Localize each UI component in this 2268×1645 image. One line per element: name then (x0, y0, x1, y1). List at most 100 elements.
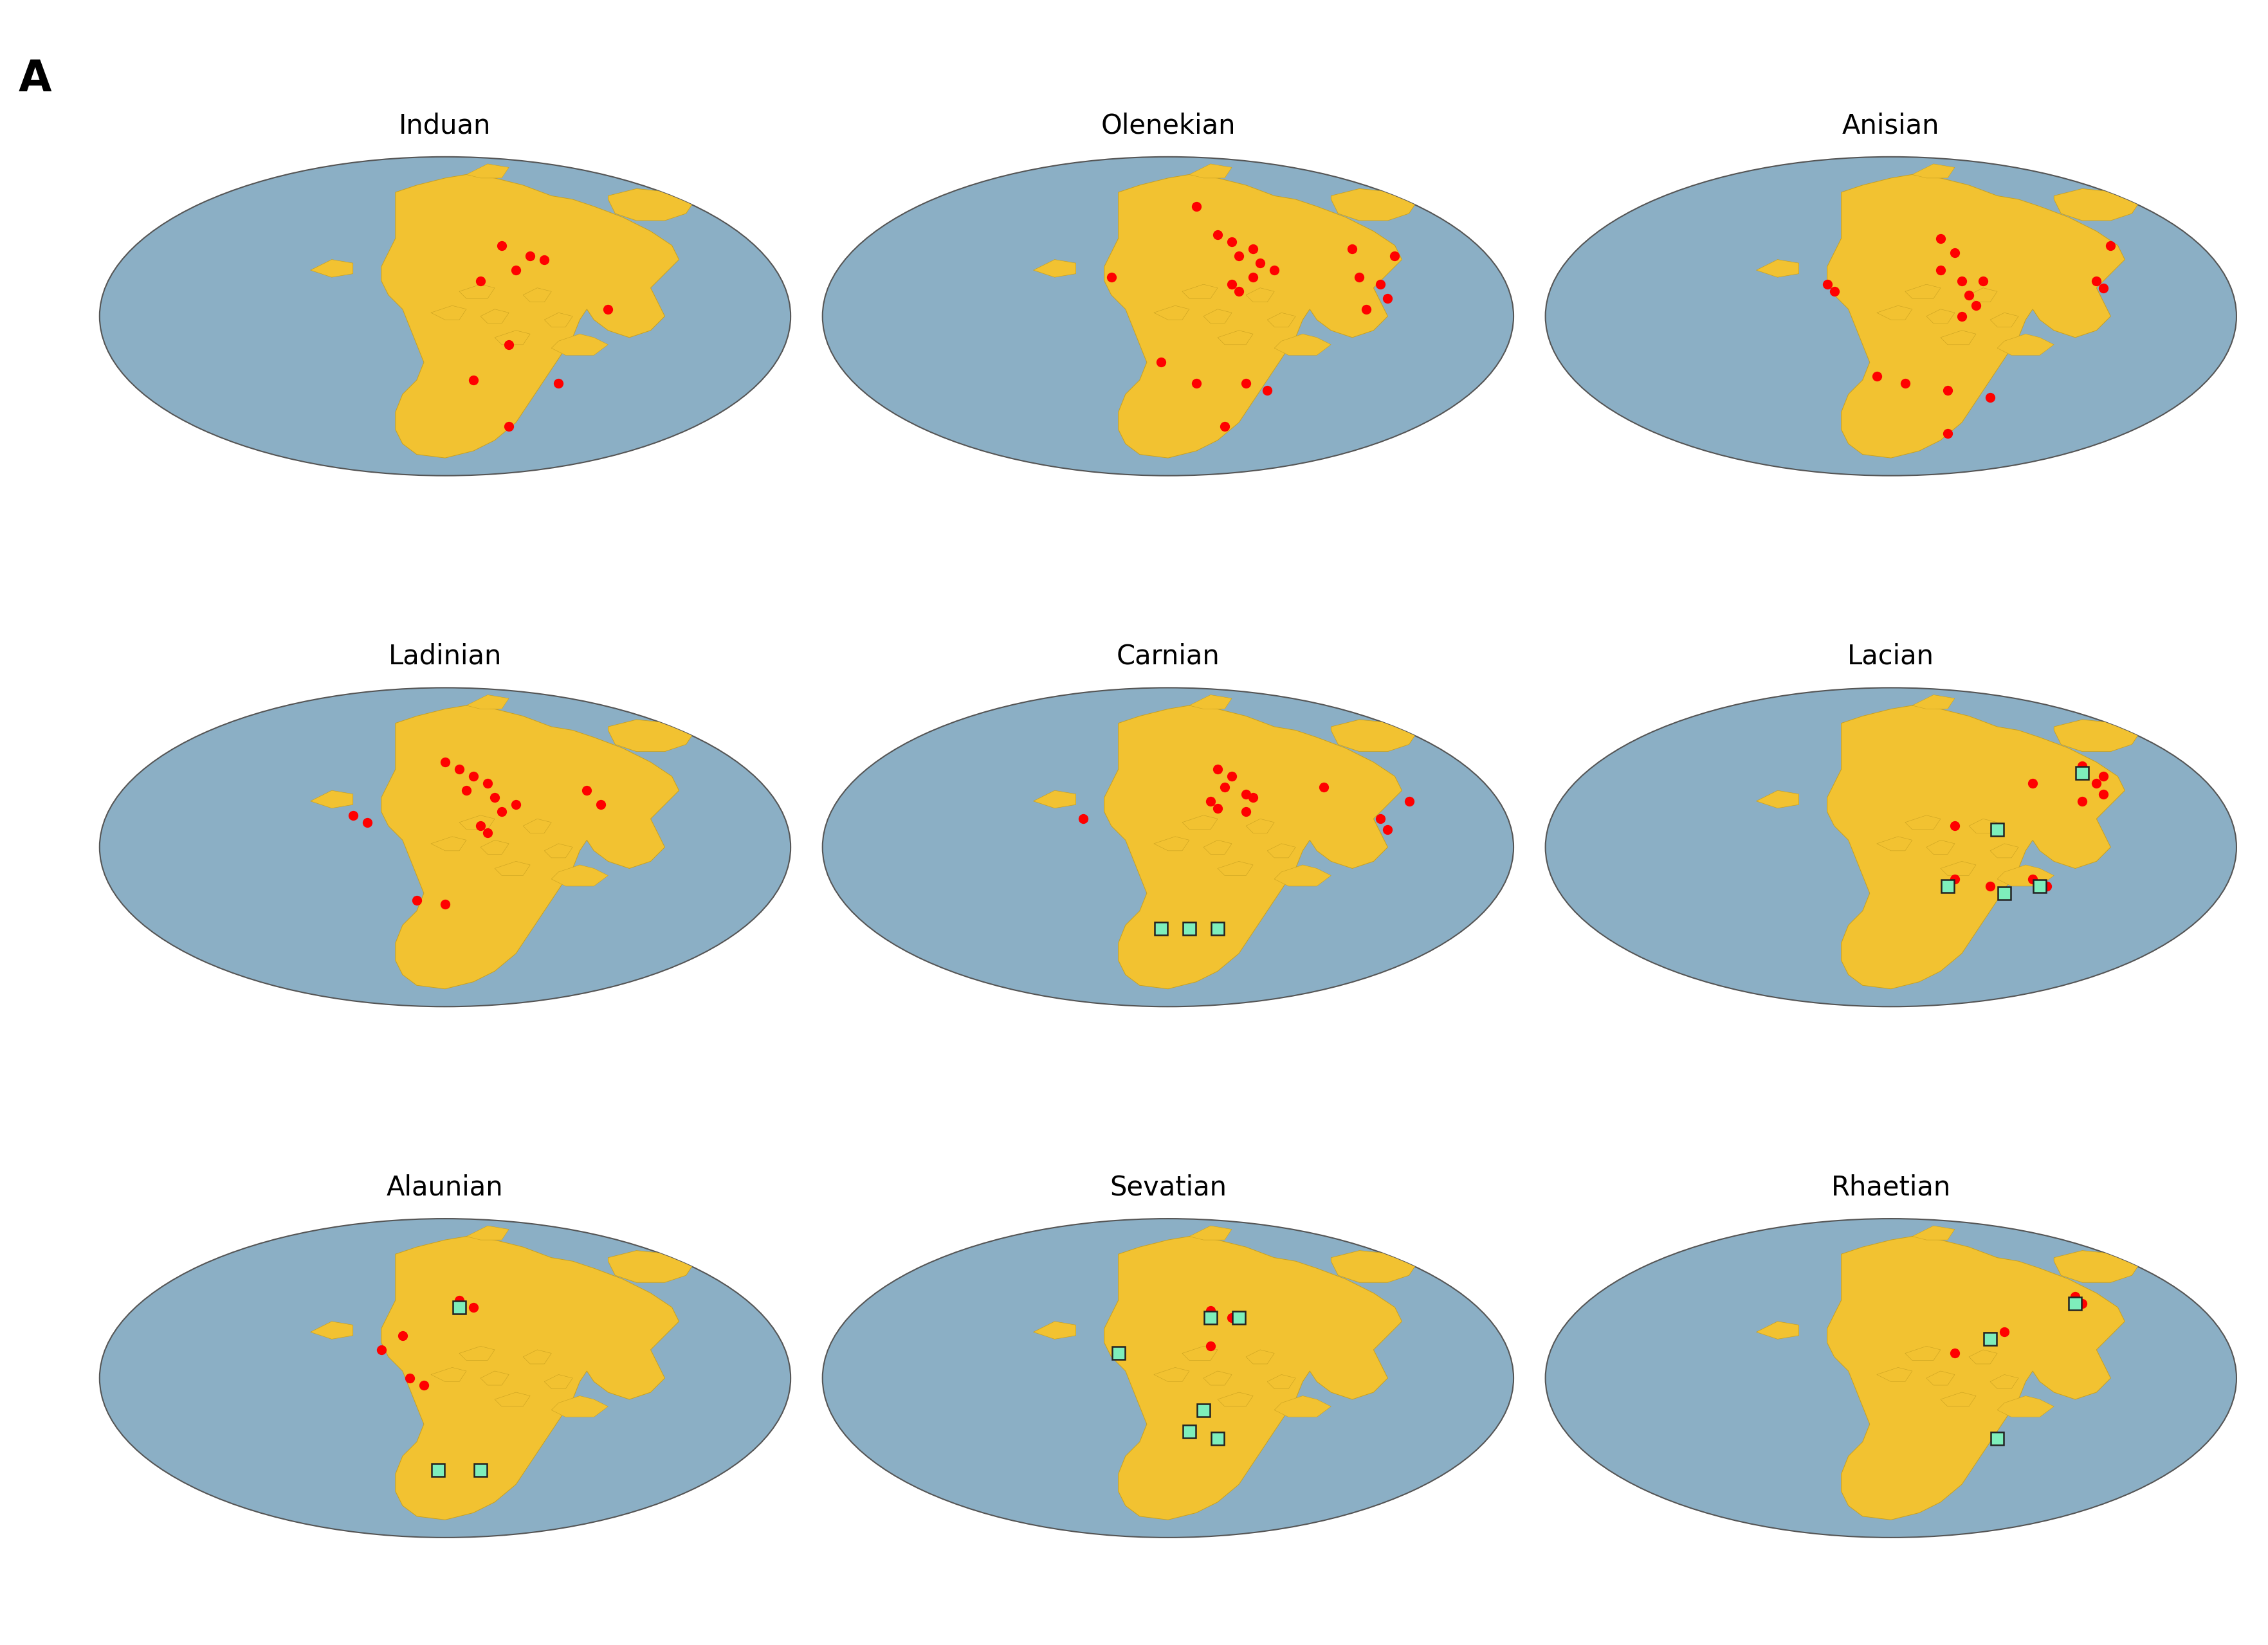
Ellipse shape (823, 688, 1513, 1007)
Polygon shape (1275, 865, 1331, 887)
Polygon shape (1998, 334, 2055, 355)
Polygon shape (1828, 706, 2125, 989)
Polygon shape (1218, 862, 1252, 875)
Polygon shape (1182, 285, 1218, 298)
Polygon shape (1905, 1346, 1941, 1360)
Polygon shape (1828, 174, 2125, 457)
Polygon shape (1912, 165, 1955, 178)
Polygon shape (1218, 1392, 1252, 1406)
Title: Anisian: Anisian (1842, 112, 1939, 140)
Polygon shape (524, 288, 551, 303)
Polygon shape (311, 1321, 354, 1339)
Polygon shape (494, 1392, 531, 1406)
Polygon shape (1905, 285, 1941, 298)
Polygon shape (2055, 719, 2139, 752)
Polygon shape (1998, 1397, 2055, 1416)
Polygon shape (524, 1351, 551, 1364)
Ellipse shape (1545, 1219, 2236, 1538)
Title: Carnian: Carnian (1116, 643, 1220, 670)
Polygon shape (467, 694, 508, 709)
Polygon shape (311, 791, 354, 808)
Polygon shape (458, 285, 494, 298)
Polygon shape (1755, 1321, 1799, 1339)
Polygon shape (2055, 1250, 2139, 1283)
Polygon shape (1275, 1397, 1331, 1416)
Polygon shape (1905, 816, 1941, 829)
Polygon shape (381, 174, 678, 457)
Polygon shape (1331, 189, 1415, 220)
Polygon shape (1182, 816, 1218, 829)
Ellipse shape (100, 688, 792, 1007)
Polygon shape (467, 165, 508, 178)
Polygon shape (1331, 719, 1415, 752)
Polygon shape (1991, 313, 2019, 327)
Polygon shape (608, 1250, 694, 1283)
Polygon shape (1878, 837, 1912, 850)
Polygon shape (1245, 1351, 1275, 1364)
Title: Sevatian: Sevatian (1109, 1175, 1227, 1201)
Polygon shape (381, 1237, 678, 1520)
Polygon shape (431, 306, 467, 319)
Polygon shape (458, 816, 494, 829)
Ellipse shape (823, 1219, 1513, 1538)
Polygon shape (1105, 706, 1402, 989)
Polygon shape (1878, 1367, 1912, 1382)
Polygon shape (1755, 791, 1799, 808)
Polygon shape (1204, 1370, 1232, 1385)
Polygon shape (1912, 1226, 1955, 1240)
Polygon shape (1034, 1321, 1075, 1339)
Polygon shape (1105, 1237, 1402, 1520)
Polygon shape (1941, 331, 1975, 344)
Polygon shape (1969, 1351, 1998, 1364)
Polygon shape (381, 706, 678, 989)
Polygon shape (1998, 865, 2055, 887)
Polygon shape (1926, 309, 1955, 324)
Polygon shape (467, 1226, 508, 1240)
Ellipse shape (1545, 156, 2236, 475)
Polygon shape (1969, 819, 1998, 832)
Polygon shape (481, 841, 508, 854)
Polygon shape (1268, 313, 1295, 327)
Polygon shape (1926, 1370, 1955, 1385)
Ellipse shape (100, 156, 792, 475)
Polygon shape (1204, 309, 1232, 324)
Polygon shape (1218, 331, 1252, 344)
Polygon shape (1268, 844, 1295, 857)
Polygon shape (1105, 174, 1402, 457)
Title: Induan: Induan (399, 112, 492, 140)
Ellipse shape (1545, 688, 2236, 1007)
Polygon shape (551, 1397, 608, 1416)
Title: Olenekian: Olenekian (1100, 112, 1236, 140)
Polygon shape (1755, 260, 1799, 278)
Polygon shape (1034, 260, 1075, 278)
Ellipse shape (823, 156, 1513, 475)
Polygon shape (1034, 791, 1075, 808)
Polygon shape (1188, 165, 1232, 178)
Text: A: A (18, 58, 52, 100)
Polygon shape (1204, 841, 1232, 854)
Polygon shape (1828, 1237, 2125, 1520)
Title: Lacian: Lacian (1848, 643, 1935, 670)
Polygon shape (494, 331, 531, 344)
Polygon shape (1969, 288, 1998, 303)
Polygon shape (544, 313, 574, 327)
Polygon shape (431, 837, 467, 850)
Polygon shape (608, 189, 694, 220)
Polygon shape (551, 334, 608, 355)
Polygon shape (1154, 837, 1188, 850)
Polygon shape (1188, 1226, 1232, 1240)
Polygon shape (1154, 306, 1188, 319)
Ellipse shape (100, 1219, 792, 1538)
Polygon shape (481, 309, 508, 324)
Polygon shape (544, 1375, 574, 1388)
Title: Ladinian: Ladinian (388, 643, 501, 670)
Polygon shape (481, 1370, 508, 1385)
Polygon shape (1182, 1346, 1218, 1360)
Title: Alaunian: Alaunian (386, 1175, 503, 1201)
Polygon shape (1941, 862, 1975, 875)
Polygon shape (2055, 189, 2139, 220)
Polygon shape (1991, 1375, 2019, 1388)
Polygon shape (431, 1367, 467, 1382)
Polygon shape (1878, 306, 1912, 319)
Polygon shape (1275, 334, 1331, 355)
